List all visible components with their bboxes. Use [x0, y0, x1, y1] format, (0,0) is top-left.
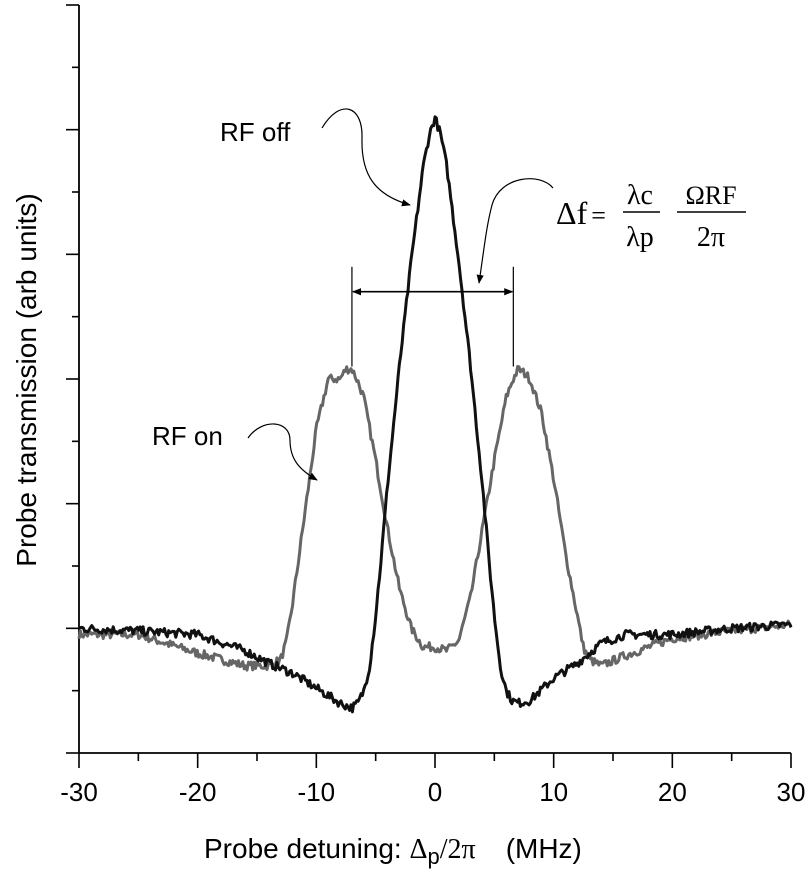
x-tick-label: -20	[179, 777, 217, 807]
x-tick-label: 10	[539, 777, 568, 807]
rf-off-pointer-arrow	[321, 108, 411, 207]
series-layer	[77, 115, 793, 714]
x-tick-labels: -30 -20 -10 0 10 20 30	[60, 777, 805, 807]
formula-pointer-arrow	[476, 178, 554, 284]
x-tick-label: -30	[60, 777, 98, 807]
rf-on-pointer-arrow	[247, 423, 318, 481]
x-tick-label: -10	[298, 777, 336, 807]
series-line-rf-on	[77, 365, 793, 672]
svg-text:Δf=: Δf =	[556, 195, 606, 231]
rf-off-label: RF off	[220, 117, 291, 147]
formula-num1: λc	[627, 180, 653, 211]
x-tick-label: 20	[658, 777, 687, 807]
x-tick-label: 0	[428, 777, 442, 807]
svg-text:ΩRF: ΩRF	[685, 181, 736, 210]
series-line-rf-off	[78, 115, 793, 714]
formula-den1: λp	[626, 222, 654, 253]
formula-lhs: Δf	[556, 195, 588, 231]
y-ticks	[66, 4, 79, 754]
y-axis-label: Probe transmission (arb units)	[11, 193, 42, 566]
svg-text:λc: λc	[627, 180, 653, 211]
svg-text:2π: 2π	[697, 222, 725, 253]
x-tick-label: 30	[777, 777, 806, 807]
svg-text:λp: λp	[626, 222, 654, 253]
x-axis-label: Probe detuning: Δp/2π (MHz)	[204, 833, 582, 869]
rf-on-label: RF on	[152, 421, 223, 451]
splitting-formula: Δf = λc λp ΩRF 2π	[556, 180, 746, 253]
formula-equals: =	[591, 201, 606, 230]
x-ticks	[78, 753, 792, 768]
formula-num2: ΩRF	[685, 181, 736, 210]
formula-den2: 2π	[697, 222, 725, 253]
